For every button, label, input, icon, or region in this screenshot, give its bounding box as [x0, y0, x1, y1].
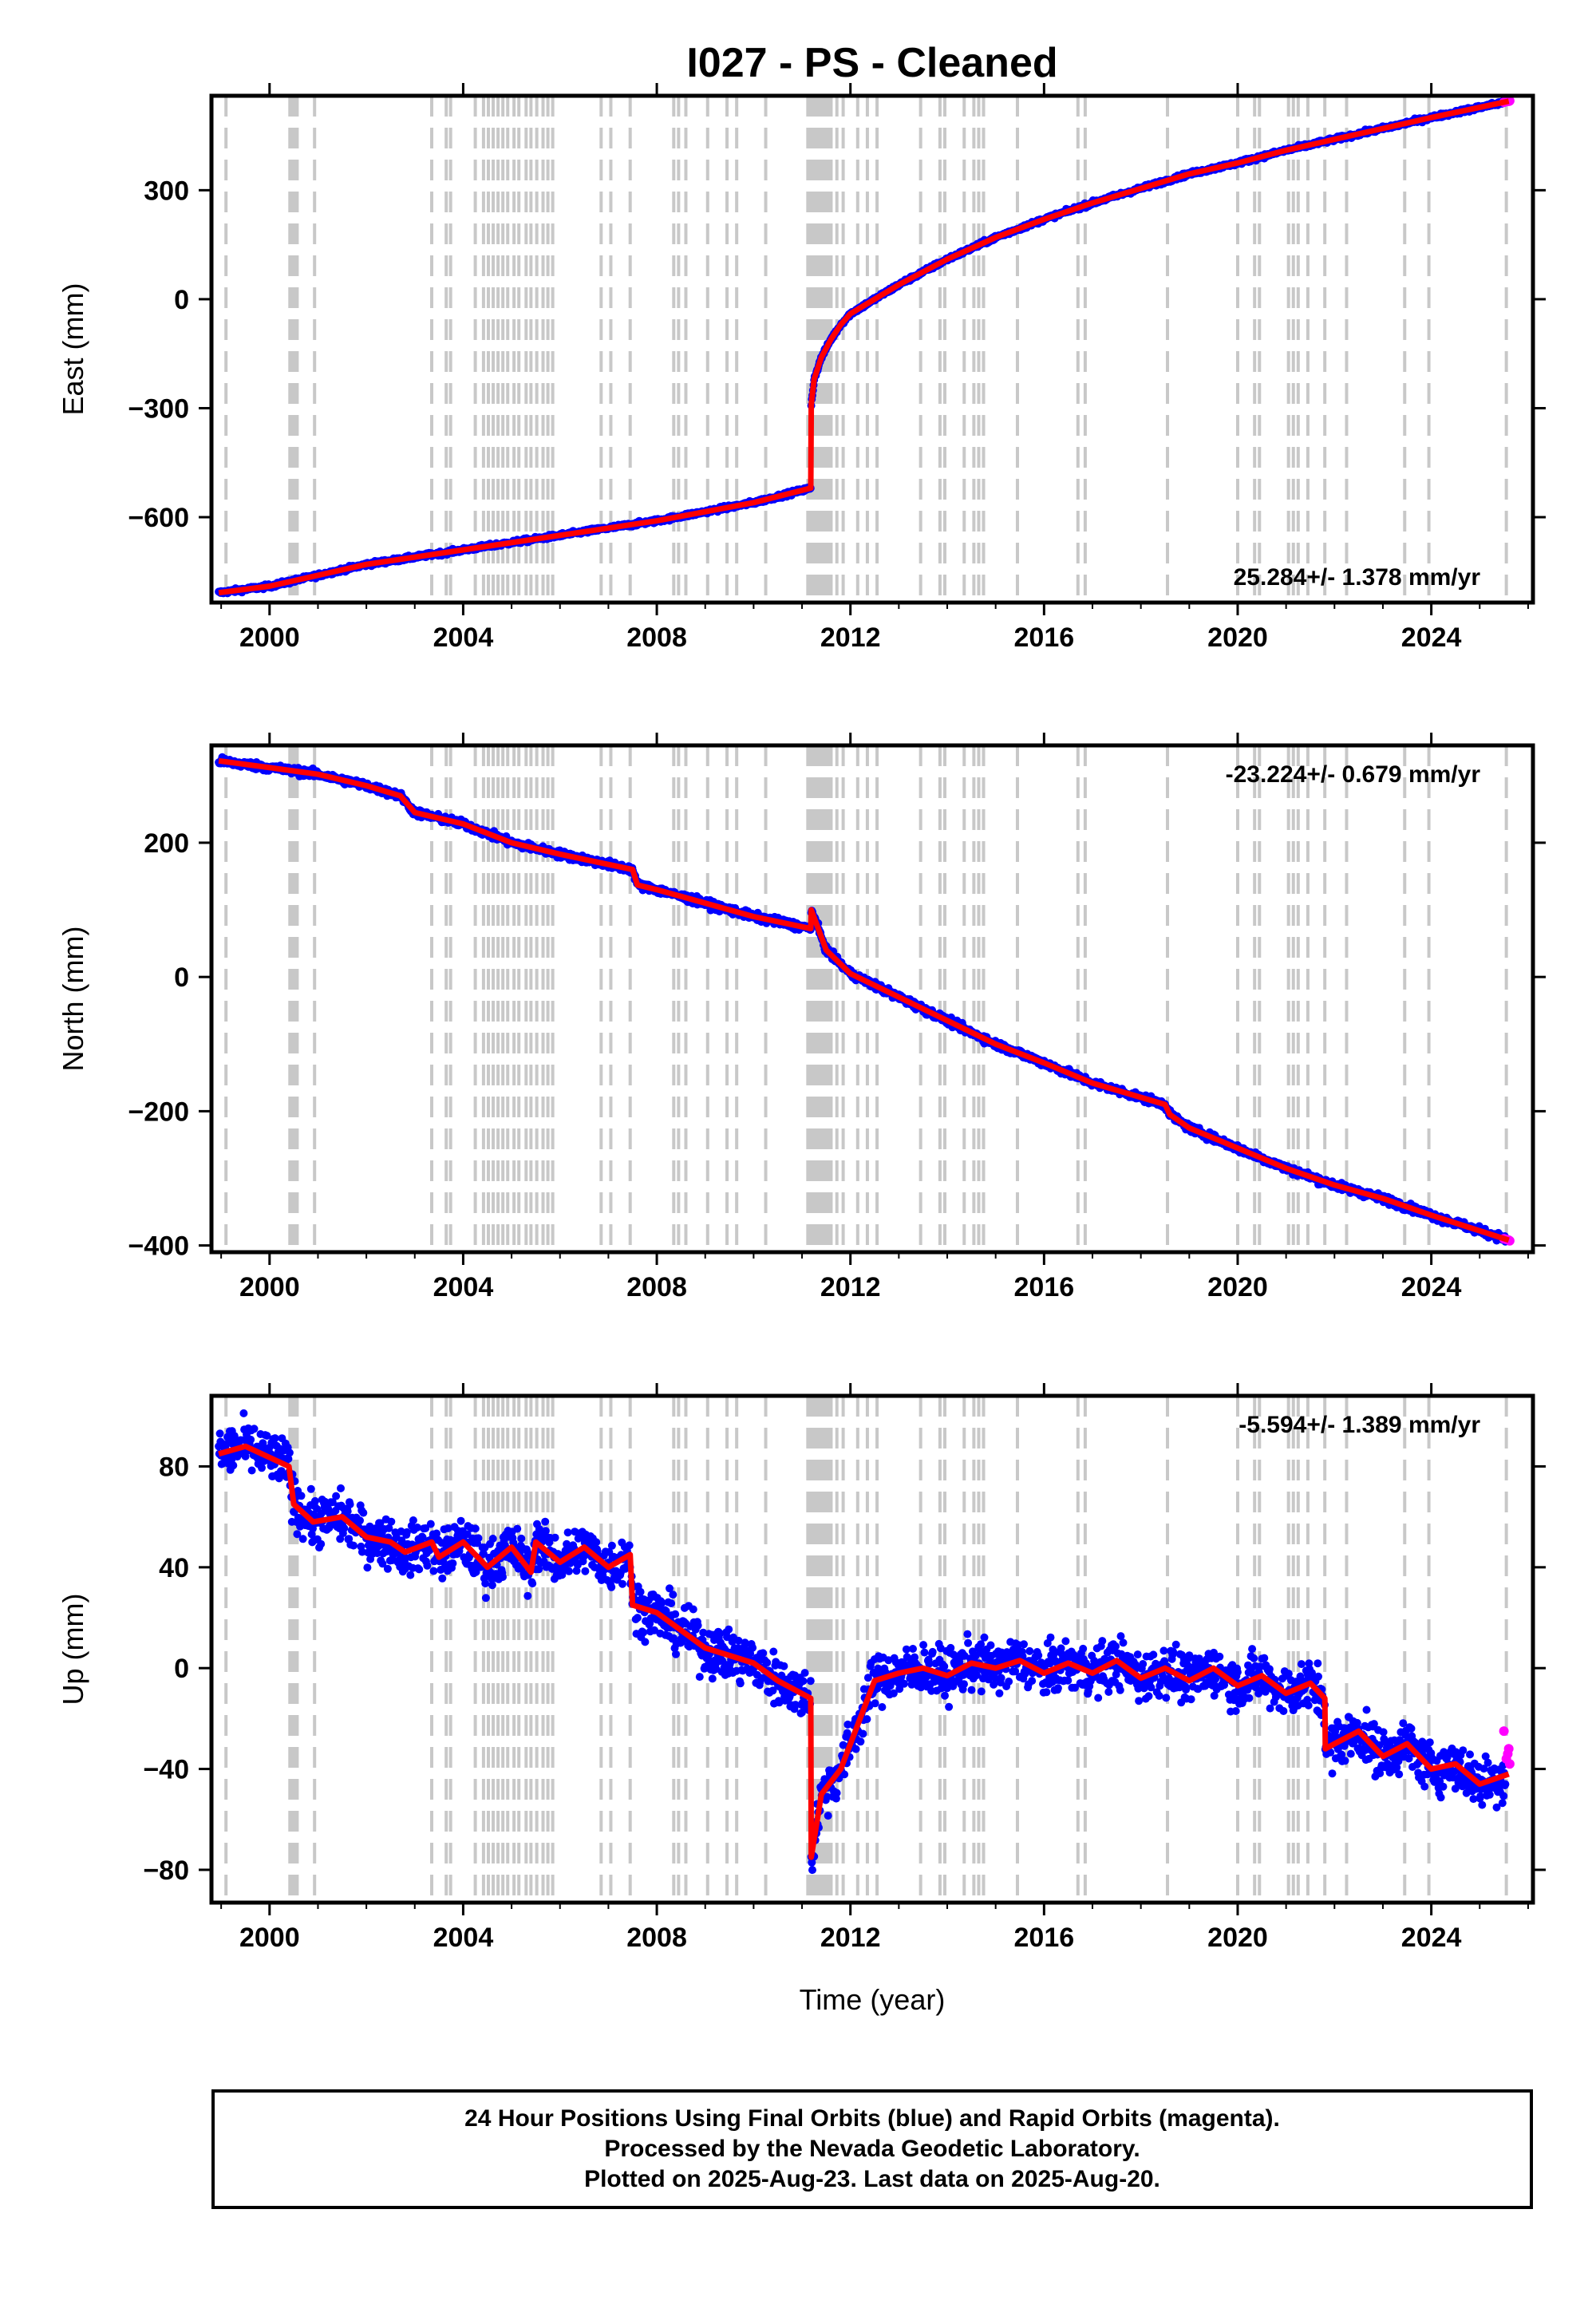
- x-tick-label: 2020: [1207, 622, 1268, 653]
- panels-group: 2000 2004 2008 2012 2016 2020 2024−600−3000300…: [57, 83, 1546, 1953]
- data-point: [271, 1434, 279, 1443]
- x-tick-label: 2016: [1014, 622, 1075, 653]
- data-point: [229, 1461, 238, 1470]
- panel-east: 2000 2004 2008 2012 2016 2020 2024 −600 −300 0 300…: [57, 83, 1546, 653]
- y-tick-label: 0: [174, 285, 189, 315]
- data-point: [215, 1429, 224, 1438]
- data-point: [285, 1448, 294, 1457]
- x-tick-label: 2008: [626, 622, 687, 653]
- plot-frame: [209, 93, 1535, 605]
- y-tick-label: −600: [128, 503, 189, 533]
- x-tick-label: 2012: [820, 1272, 881, 1302]
- x-tick-label: 2012: [820, 622, 881, 653]
- model-line: [218, 98, 1510, 596]
- data-point: [247, 1435, 255, 1444]
- data-point: [297, 1492, 306, 1500]
- figure-title: I027 - PS - Cleaned: [686, 40, 1057, 86]
- panel-north: 2000 2004 2008 2012 2016 2020 2024 −400 −200 0 200…: [57, 733, 1546, 1302]
- data-point: [306, 1484, 315, 1493]
- y-tick-label: 0: [174, 962, 189, 993]
- x-tick-label: 2000: [239, 1272, 300, 1302]
- x-tick-label: 2008: [626, 1272, 687, 1302]
- data-point: [258, 1464, 266, 1472]
- x-tick-label: 2016: [1014, 1272, 1075, 1302]
- data-point: [247, 1466, 256, 1475]
- x-tick-label: 2024: [1401, 622, 1462, 653]
- y-tick-label: −400: [128, 1231, 189, 1262]
- final-orbit-points: [215, 753, 1510, 1246]
- plot-frame: [209, 743, 1535, 1255]
- x-tick-label: 2000: [239, 622, 300, 653]
- x-tick-label: 2004: [433, 622, 494, 653]
- y-tick-label: 200: [144, 828, 189, 859]
- final-orbit-points: [215, 97, 1510, 598]
- panel-up: 2000 2004 2008 2012 2016 2020 2024−80−4004080U…: [57, 1383, 1546, 1953]
- y-tick-label: 300: [144, 176, 189, 206]
- x-tick-label: 2004: [433, 1272, 494, 1302]
- model-line: [218, 757, 1510, 1243]
- y-tick-label: −300: [128, 393, 189, 424]
- velocity-label: 25.284+/- 1.378 mm/yr: [1234, 564, 1481, 591]
- final-orbit-points: [215, 1409, 1510, 1875]
- data-point: [310, 1496, 319, 1505]
- y-axis-label: East (mm): [57, 283, 89, 416]
- data-point: [239, 1409, 248, 1417]
- data-point: [298, 1535, 307, 1543]
- y-axis-label: North (mm): [57, 927, 89, 1072]
- y-tick-label: −200: [128, 1097, 189, 1127]
- x-tick-label: 2020: [1207, 1272, 1268, 1302]
- data-point: [250, 1425, 259, 1433]
- x-tick-label: 2024: [1401, 1272, 1462, 1302]
- velocity-label: -23.224+/- 0.679 mm/yr: [1226, 761, 1481, 788]
- data-point: [317, 1539, 326, 1548]
